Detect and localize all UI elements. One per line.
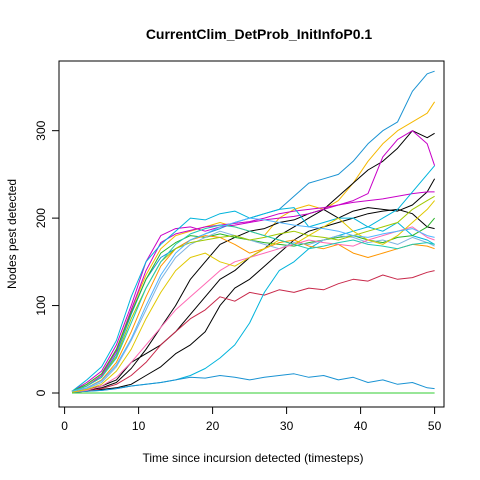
y-tick-label: 100 — [34, 295, 48, 315]
x-tick-label: 40 — [354, 419, 368, 433]
series-line-19 — [71, 217, 435, 392]
series-line-8 — [71, 270, 435, 393]
y-tick-label: 300 — [34, 120, 48, 140]
x-tick-label: 50 — [428, 419, 442, 433]
series-layer — [71, 70, 436, 394]
series-line-13 — [71, 235, 435, 392]
y-axis: 0 100 200 300 — [34, 120, 60, 396]
series-line-11 — [71, 373, 435, 393]
series-line-3 — [71, 130, 435, 392]
x-tick-label: 10 — [132, 419, 146, 433]
y-tick-label: 200 — [34, 208, 48, 228]
series-line-7 — [71, 191, 435, 392]
y-axis-label: Nodes pest detected — [5, 179, 19, 289]
x-tick-label: 0 — [61, 419, 68, 433]
series-line-15 — [71, 226, 435, 393]
series-line-17 — [71, 200, 435, 393]
x-axis-label: Time since incursion detected (timesteps… — [143, 451, 364, 465]
x-axis: 0 10 20 30 40 50 — [61, 406, 442, 433]
series-line-10 — [71, 207, 435, 392]
series-line-5 — [71, 208, 435, 393]
series-line-12 — [71, 217, 435, 392]
series-line-4 — [71, 178, 436, 393]
y-tick-label: 0 — [34, 389, 48, 396]
series-line-18 — [71, 224, 435, 392]
chart-title: CurrentClim_DetProb_InitInfoP0.1 — [146, 26, 373, 42]
series-line-16 — [71, 195, 435, 392]
series-line-6 — [71, 130, 436, 392]
x-tick-label: 30 — [280, 419, 294, 433]
x-tick-label: 20 — [206, 419, 220, 433]
series-line-14 — [71, 230, 435, 392]
series-line-1 — [71, 70, 435, 392]
